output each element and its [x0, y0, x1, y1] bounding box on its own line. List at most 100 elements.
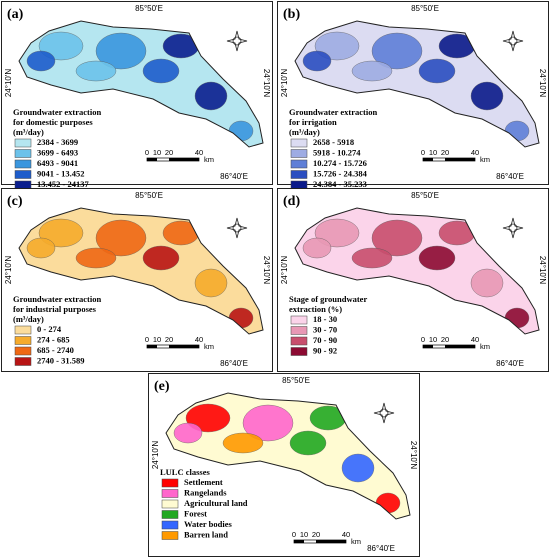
legend-label: Settlement — [184, 477, 223, 487]
scale-bar-fill — [445, 158, 475, 161]
map-panel: 85°50'E 86°40'E 24°10'N 24°10'N (c) Groundwat… — [1, 188, 273, 372]
zone — [371, 219, 423, 257]
scale-bar-fill — [423, 158, 433, 161]
compass-ring — [232, 223, 242, 233]
compass-rose — [373, 402, 395, 424]
scale-tick: 40 — [471, 148, 479, 157]
zone — [194, 268, 228, 298]
scale-tick: 0 — [421, 335, 425, 344]
legend-title: extraction (%) — [289, 304, 342, 314]
compass-rose — [502, 30, 524, 52]
legend-swatch — [14, 346, 32, 356]
legend-title: (m³/day) — [289, 127, 320, 137]
scale-tick: 10 — [153, 148, 161, 157]
lon-label: 86°40'E — [496, 359, 524, 368]
map-panel: 85°50'E 86°40'E 24°10'N 24°10'N (a) Groundwat… — [1, 1, 273, 190]
zone — [38, 218, 84, 248]
legend-swatch — [14, 357, 32, 366]
scale-bar-fill — [147, 345, 157, 348]
legend-label: Water bodies — [184, 519, 232, 529]
compass-rose — [226, 217, 248, 239]
lon-label: 86°40'E — [220, 172, 248, 181]
scale-tick: 10 — [429, 148, 437, 157]
zones — [302, 218, 530, 329]
legend-swatch — [161, 520, 179, 530]
legend-label: 685 - 2740 — [37, 345, 74, 355]
scale-tick: 20 — [165, 335, 173, 344]
scale-tick: 20 — [441, 335, 449, 344]
compass-ring — [379, 408, 389, 418]
legend-swatch — [290, 315, 308, 325]
legend-label: 90 - 92 — [313, 345, 337, 355]
legend-label: 70 - 90 — [313, 335, 337, 345]
lon-label: 86°40'E — [496, 172, 524, 181]
zone — [142, 58, 180, 84]
legend-label: 15.726 - 24.384 — [313, 168, 368, 178]
legend-label: Barren land — [184, 529, 228, 539]
scale-tick: 10 — [153, 335, 161, 344]
legend-swatch — [290, 170, 308, 179]
legend-swatch — [14, 180, 32, 190]
compass-ring — [508, 36, 518, 46]
legend-label: Rangelands — [184, 487, 227, 497]
compass — [502, 217, 524, 239]
legend-label: 274 - 685 — [37, 334, 70, 344]
lon-label: 86°40'E — [220, 359, 248, 368]
panel-label: (d) — [283, 194, 300, 209]
legend-swatch — [290, 347, 308, 356]
legend-label: 13.452 - 24137 — [37, 179, 89, 189]
legend-label: 6493 - 9041 — [37, 158, 78, 168]
zone — [142, 245, 180, 271]
legend-label: 30 - 70 — [313, 324, 337, 334]
legend-label: 5918 - 10.274 — [313, 147, 361, 157]
basin-outline — [294, 20, 540, 148]
basin-outline — [165, 392, 411, 520]
legend-label: 24.384 - 35.233 — [313, 179, 367, 189]
legend-label: 3699 - 6493 — [37, 147, 78, 157]
lat-label: 24°10'N — [538, 256, 547, 285]
legend-title: (m³/day) — [13, 314, 44, 324]
legend-label: 2740 - 31.589 — [37, 355, 84, 365]
legend-title: Stage of groundwater — [289, 294, 367, 304]
zone — [351, 60, 393, 82]
zone — [38, 31, 84, 61]
zone — [470, 81, 504, 111]
legend-swatch — [161, 510, 179, 519]
compass-rose — [502, 217, 524, 239]
lat-label: 24°10'N — [4, 256, 13, 285]
lat-label: 24°10'N — [262, 69, 271, 98]
scale-bar-fill — [423, 345, 433, 348]
zone — [222, 432, 264, 454]
zone — [341, 453, 375, 483]
map-panel: 85°50'E 86°40'E 24°10'N 24°10'N (b) Groundwat… — [277, 1, 549, 190]
basin-outline — [18, 207, 264, 335]
lon-label: 86°40'E — [367, 544, 395, 553]
zone — [371, 32, 423, 70]
zone — [314, 218, 360, 248]
zone — [289, 430, 327, 456]
compass — [226, 30, 248, 52]
scale-unit: km — [204, 155, 214, 164]
legend-title: LULC classes — [160, 467, 211, 477]
legend-label: Agricultural land — [184, 498, 248, 508]
legend-swatch — [290, 326, 308, 335]
scale-tick: 0 — [145, 335, 149, 344]
zone — [95, 32, 147, 70]
lon-label: 85°50'E — [411, 4, 439, 13]
compass — [373, 402, 395, 424]
scale-tick: 0 — [421, 148, 425, 157]
legend-swatch — [290, 138, 308, 148]
zone — [314, 31, 360, 61]
scale-tick: 20 — [165, 148, 173, 157]
lat-label: 24°10'N — [409, 441, 418, 470]
compass-rose — [226, 30, 248, 52]
legend-label: 0 - 274 — [37, 324, 62, 334]
lon-label: 85°50'E — [135, 4, 163, 13]
legend-title: (m³/day) — [13, 127, 44, 137]
legend-swatch — [14, 138, 32, 148]
zone — [351, 247, 393, 269]
basin-outline — [294, 207, 540, 335]
legend-swatch — [14, 159, 32, 169]
scale-tick: 40 — [471, 335, 479, 344]
legend-swatch — [290, 336, 308, 346]
